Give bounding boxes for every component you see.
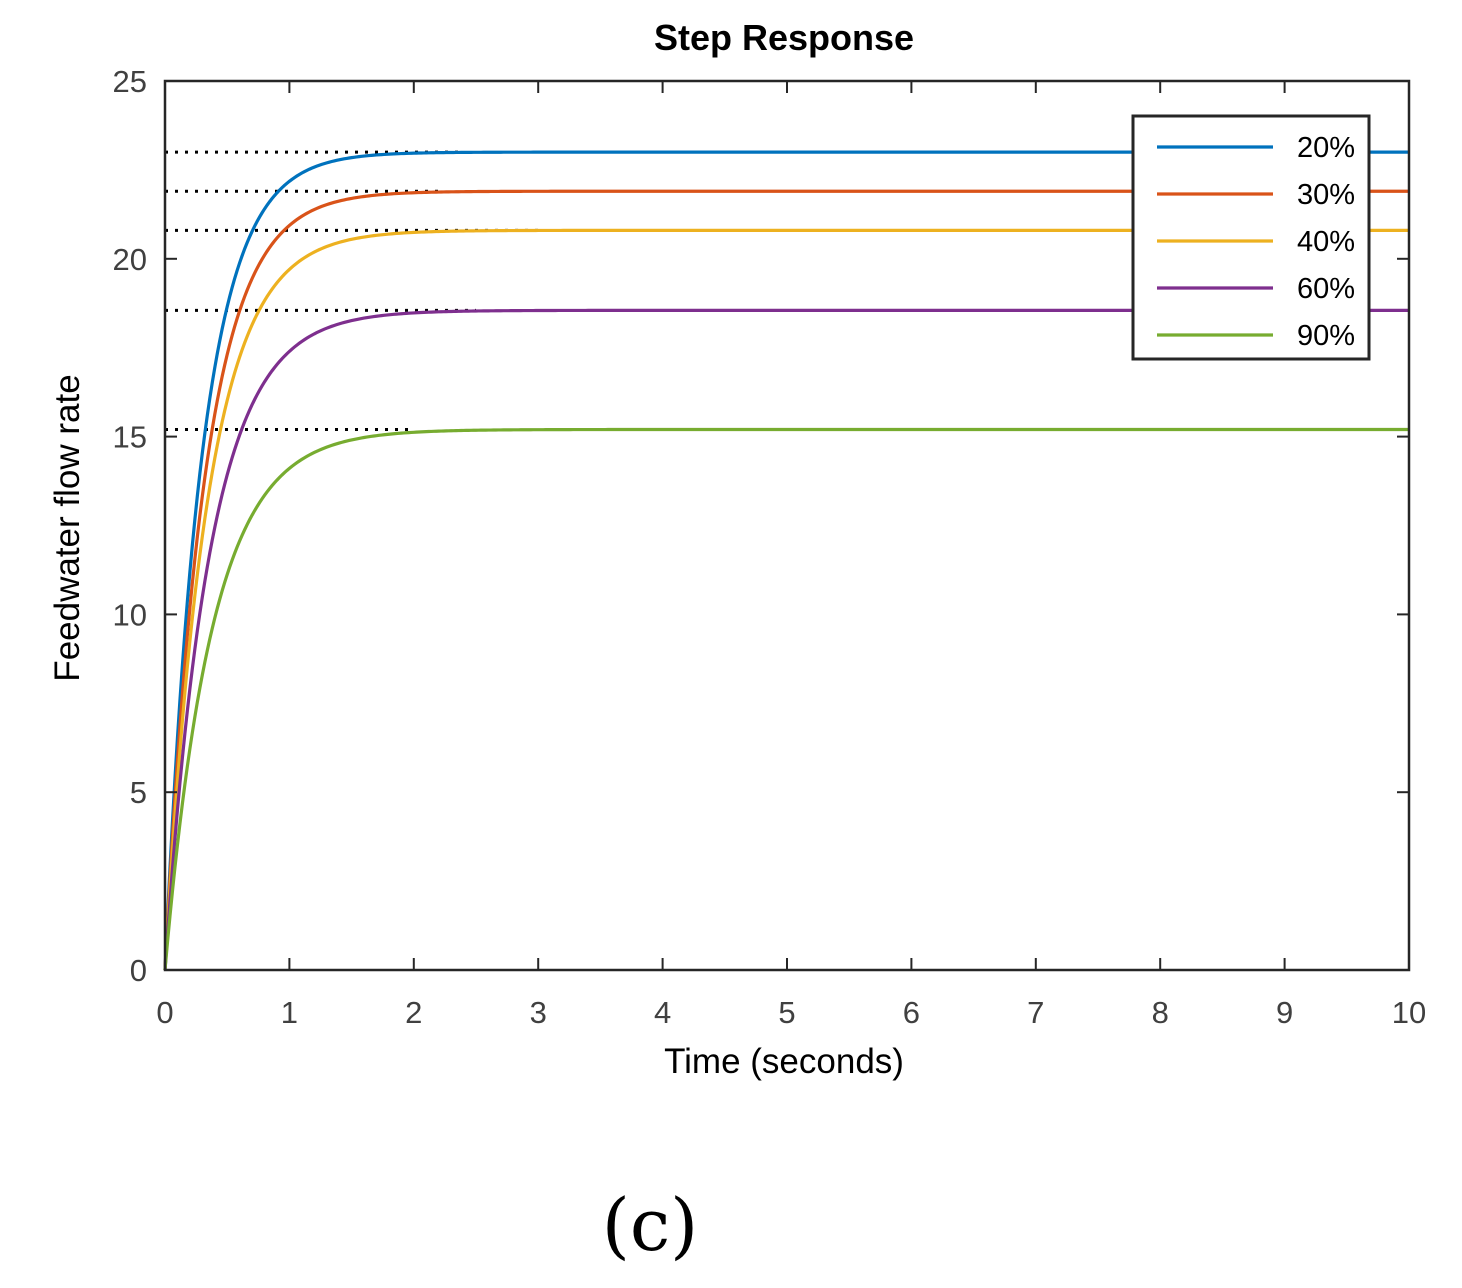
y-tick-label: 20 [113, 242, 147, 277]
y-tick-label: 0 [130, 953, 147, 988]
figure-caption: (c) [602, 1183, 699, 1267]
y-axis-label: Feedwater flow rate [48, 374, 87, 681]
x-tick-label: 7 [1027, 995, 1044, 1030]
x-tick-label: 3 [530, 995, 547, 1030]
y-tick-label: 5 [130, 775, 147, 810]
legend: 20% 30% 40% 60% 90% [1131, 114, 1371, 361]
legend-label: 90% [1297, 320, 1355, 352]
x-tick-label: 1 [281, 995, 298, 1030]
x-tick-label: 5 [778, 995, 795, 1030]
x-axis-label: Time (seconds) [664, 1042, 904, 1081]
legend-label: 60% [1297, 273, 1355, 305]
axis-ticks: 0 1 2 3 4 5 6 7 8 9 10 0 5 10 15 20 25 [113, 64, 1427, 1030]
series-line-90pct [163, 427, 1409, 971]
x-tick-label: 8 [1152, 995, 1169, 1030]
legend-box [1131, 114, 1371, 361]
y-tick-label: 10 [113, 597, 147, 632]
x-tick-label: 4 [654, 995, 671, 1030]
y-tick-label: 25 [113, 64, 147, 99]
chart-title: Step Response [654, 17, 914, 58]
x-tick-label: 10 [1392, 995, 1426, 1030]
x-tick-label: 9 [1276, 995, 1293, 1030]
y-tick-label: 15 [113, 420, 147, 455]
legend-label: 30% [1297, 179, 1355, 211]
x-tick-label: 6 [903, 995, 920, 1030]
legend-label: 40% [1297, 226, 1355, 258]
x-tick-label: 0 [156, 995, 173, 1030]
x-tick-label: 2 [405, 995, 422, 1030]
legend-label: 20% [1297, 132, 1355, 164]
